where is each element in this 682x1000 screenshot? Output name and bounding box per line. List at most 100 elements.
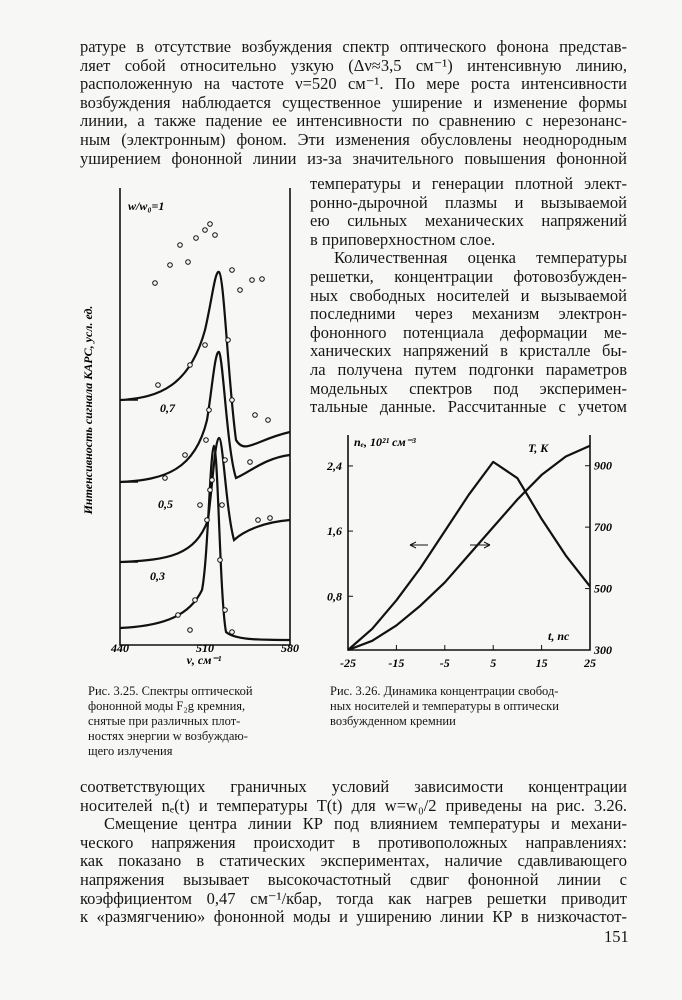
text-line: решетки, концентрации фотовозбужден- [310, 268, 627, 286]
point [229, 397, 235, 403]
spectrum-curve [119, 444, 291, 642]
point [209, 477, 215, 483]
curve-label: 0,3 [150, 569, 165, 583]
text-line: напряжения вызывает высокочастотный сдви… [80, 871, 627, 889]
axis-frame [347, 435, 591, 651]
caption-line: возбужденном кремнии [330, 714, 456, 728]
text-line: возбуждения наблюдается существенное уши… [80, 93, 627, 112]
point [225, 337, 231, 343]
y-tick-label: 1,6 [327, 524, 342, 538]
text-line: тальные данные. Рассчитанные с учетом [310, 398, 627, 417]
figure-3-25 [119, 188, 291, 646]
x-tick-label: 25 [583, 656, 596, 670]
caption-line: ных носителей и температуры в оптически [330, 699, 559, 713]
point [222, 607, 228, 613]
curve-label: 0,5 [158, 497, 173, 511]
point [177, 242, 183, 248]
point [197, 502, 203, 508]
caption-line: ностях энергии w возбуждаю- [88, 729, 248, 743]
text-line: к «размягчению» фононной моды и уширению… [80, 908, 627, 927]
point [259, 276, 265, 282]
y-tick-label: 2,4 [326, 459, 342, 473]
y2-tick-label: 700 [594, 520, 612, 534]
text-line: ляет собой относительно узкую (Δν≈3,5 см… [80, 56, 627, 75]
x-tick-label: -5 [440, 656, 450, 670]
y2-tick-label: 500 [594, 582, 612, 596]
point [185, 259, 191, 265]
point [202, 227, 208, 233]
point [187, 362, 193, 368]
point [229, 629, 235, 635]
data-points [152, 221, 273, 635]
point [249, 277, 255, 283]
point [217, 557, 223, 563]
point [193, 235, 199, 241]
text-line: ронно-дырочной плазмы и вызываемой [310, 193, 627, 212]
point [206, 407, 212, 413]
point [203, 437, 209, 443]
curve-label: 0,7 [160, 401, 176, 415]
text-line: уширением фононной линии из-за значитель… [80, 149, 627, 168]
text-line: как показано в статических экспериментах… [80, 852, 627, 871]
point [187, 627, 193, 633]
arrow [409, 541, 491, 549]
caption-line: Рис. 3.25. Спектры оптической [88, 684, 253, 698]
spectrum-curve [119, 270, 291, 448]
point [247, 459, 253, 465]
point [222, 457, 228, 463]
spectrum-curve [119, 436, 291, 564]
x-tick-label: 5 [490, 656, 496, 670]
x-tick-label: -15 [388, 656, 404, 670]
y2-tick-label: 900 [594, 459, 612, 473]
caption-line: щего излучения [88, 744, 173, 758]
series-line [347, 460, 591, 651]
y-axis-label: Интенсивность сигнала КАРС, усл. ед. [81, 306, 95, 516]
point [167, 262, 173, 268]
text-line: ла получена путем подгонки параметров [310, 361, 627, 379]
point [152, 280, 158, 286]
figure-3-26: -25 -15 -5 5 15 25 0,8 1,6 2,4 300 500 700 900 nₑ, 10… [326, 435, 612, 670]
text-line: температуры и генерации плотной элект- [310, 175, 627, 193]
text-line: ческого напряжения происходит в противоп… [80, 833, 627, 852]
text-line: расположенную на частоте ν=520 см⁻¹. По … [80, 75, 627, 94]
point [155, 382, 161, 388]
text-line: ных свободных носителей и вызываемой [310, 286, 627, 305]
point [252, 412, 258, 418]
text-line: ратуре в отсутствие возбуждения спектр о… [80, 38, 627, 56]
point [207, 487, 213, 493]
text-line: в приповерхностном слое. [310, 229, 496, 249]
y-tick-label: 0,8 [327, 589, 342, 603]
point [204, 517, 210, 523]
point [237, 287, 243, 293]
x-tick-label: 510 [196, 641, 214, 655]
caption-line: фононной моды F₂g кремния, [88, 699, 246, 713]
x-tick-label: 440 [110, 641, 129, 655]
caption-line: Рис. 3.26. Динамика концентрации свобод- [330, 684, 559, 698]
point [229, 267, 235, 273]
point [255, 517, 261, 523]
x-axis-label: t, пс [548, 629, 570, 643]
point [207, 221, 213, 227]
point [265, 417, 271, 423]
caption-line: снятые при различных плот- [88, 714, 241, 728]
point [267, 515, 273, 521]
page-number: 151 [604, 927, 629, 946]
text-line: последними через механизм электрон- [310, 305, 627, 324]
text-line: фононного потенциала деформации ме- [310, 323, 627, 342]
point [202, 342, 208, 348]
series-line [347, 444, 591, 652]
point [212, 232, 218, 238]
frame [119, 188, 291, 646]
point [182, 452, 188, 458]
point [162, 475, 168, 481]
text-line: коэффициентом 0,47 см⁻¹/кбар, тогда как … [80, 889, 627, 908]
text-line: ею сильных механических напряжений [310, 212, 627, 231]
x-tick-label: 580 [281, 641, 299, 655]
x-tick-label: -25 [340, 656, 356, 670]
x-tick-label: 15 [536, 656, 548, 670]
text-line: Количественная оценка температуры [334, 249, 627, 268]
text-line: Смещение центра линии КР под влиянием те… [104, 815, 627, 834]
text-line: соответствующих граничных условий зависи… [80, 778, 627, 796]
